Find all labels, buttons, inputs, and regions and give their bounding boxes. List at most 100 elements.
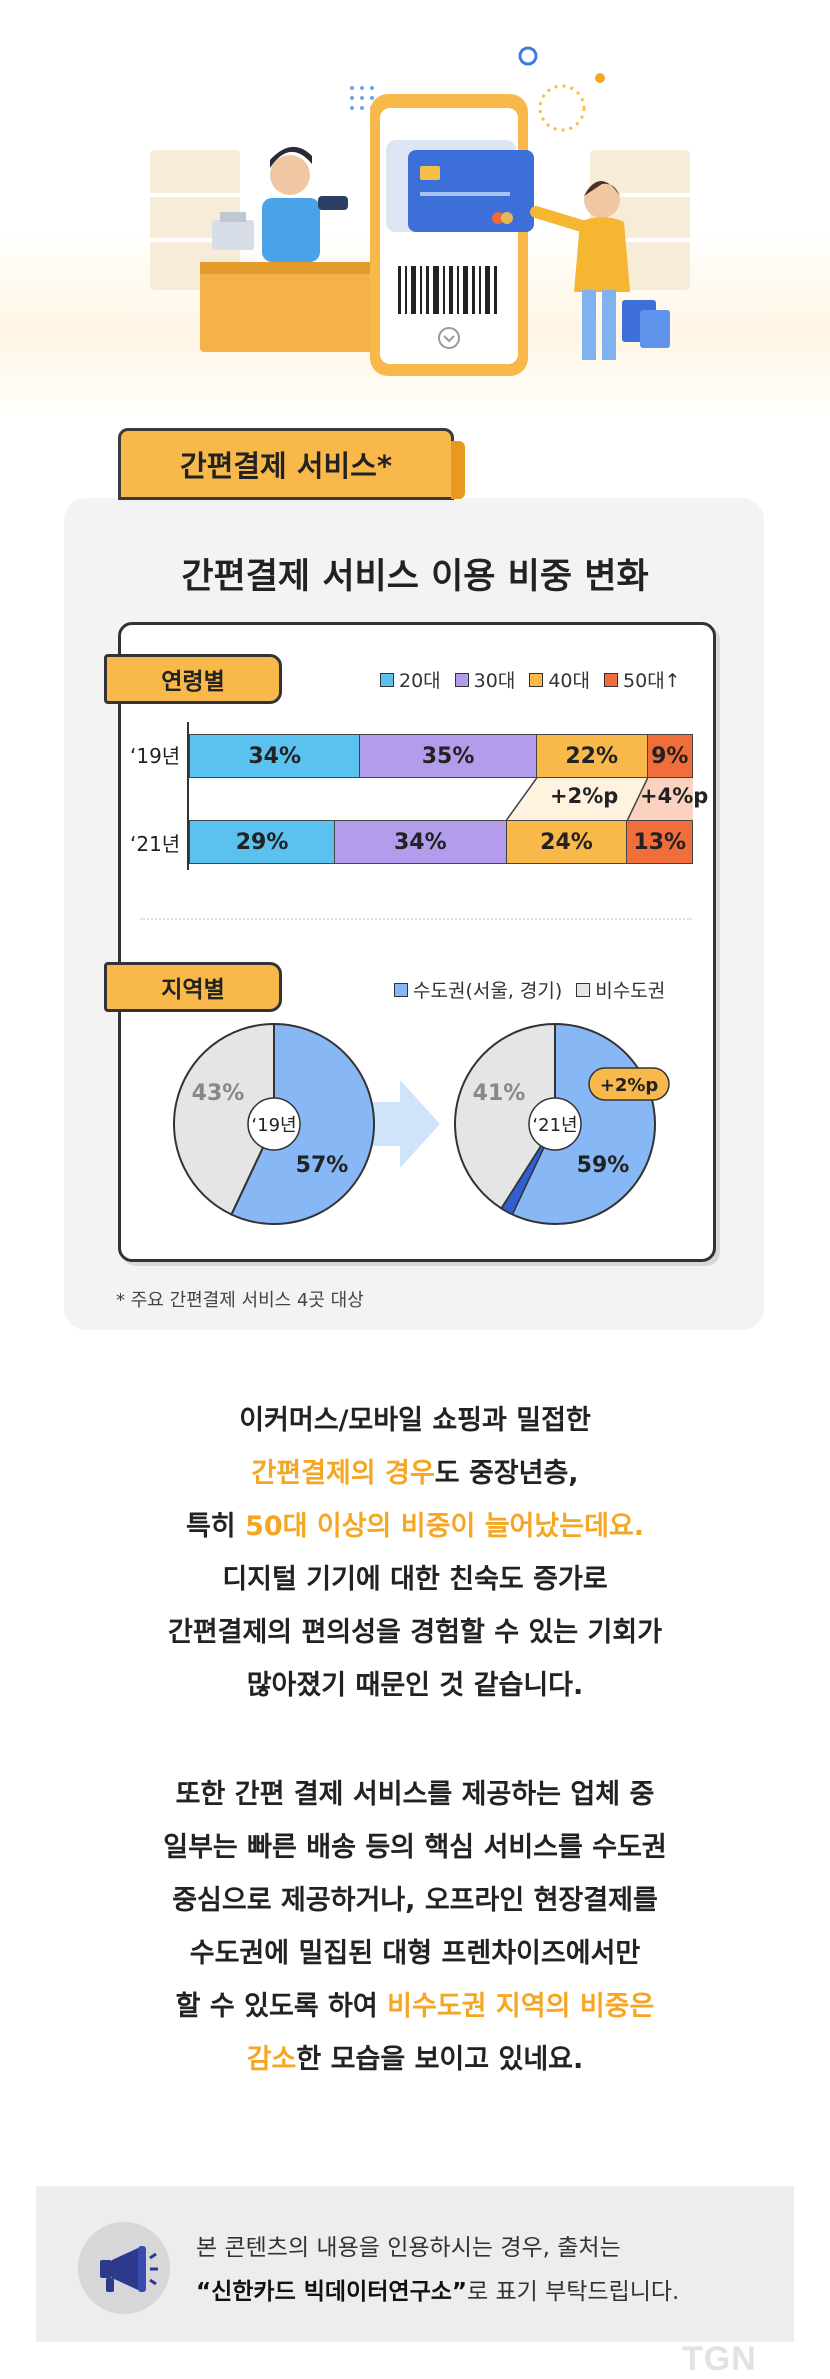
paragraph-line: 간편결제의 편의성을 경험할 수 있는 기회가 (0, 1606, 830, 1659)
citation-line-2: “신한카드 빅데이터연구소”로 표기 부탁드립니다. (196, 2270, 679, 2314)
paragraph-line: 감소한 모습을 보이고 있네요. (0, 2033, 830, 2086)
paragraph-line: 중심으로 제공하거나, 오프라인 현장결제를 (0, 1874, 830, 1927)
age-section-label: 연령별 (104, 654, 282, 704)
body-paragraph-1: 이커머스/모바일 쇼핑과 밀접한 간편결제의 경우도 중장년층, 특히 50대 이상… (0, 1394, 830, 1712)
pie-center-hole (528, 1097, 582, 1151)
paragraph-line: 특히 50대 이상의 비중이 늘어났는데요. (0, 1500, 830, 1553)
bar-year-2021: ‘21년 (130, 832, 181, 856)
legend-item-50s: 50대↑ (604, 666, 681, 693)
bar-value-label: 35% (421, 743, 475, 769)
bar-value-label: 13% (633, 829, 687, 855)
pie-transition-arrow-icon (365, 1080, 440, 1168)
chart-title: 간편결제 서비스 이용 비중 변화 (181, 557, 649, 597)
legend-item-40s: 40대 (529, 666, 590, 693)
body-text: 디지털 기기에 대한 친숙도 증가로 (222, 1564, 608, 1595)
highlighted-text: 50대 이상의 비중이 늘어났는데요. (245, 1511, 645, 1542)
bar-value-label: 34% (248, 743, 302, 769)
citation-line-2-rest: 로 표기 부탁드립니다. (467, 2279, 680, 2305)
footnote: * 주요 간편결제 서비스 4곳 대상 (116, 1290, 364, 1311)
bar-segment-30s: 35% (360, 734, 537, 778)
change-connector-line (505, 777, 538, 821)
pie-slice-metro (230, 1022, 375, 1225)
pie-center-hole (247, 1097, 301, 1151)
body-text: 한 모습을 보이고 있네요. (296, 2044, 584, 2075)
stacked-bar-2019: 34% 35% 22% 9% (189, 734, 693, 778)
bar-value-label: 24% (540, 829, 593, 855)
body-text: 수도권에 밀집된 대형 프렌차이즈에서만 (189, 1938, 641, 1969)
legend-label-40s: 40대 (548, 670, 591, 692)
region-section-label: 지역별 (104, 962, 282, 1012)
section-divider (140, 918, 692, 920)
bar-segment-30s: 34% (335, 820, 507, 864)
bar-value-label: 29% (235, 829, 289, 855)
legend-swatch-50s (604, 672, 619, 687)
pie-year-label: ‘21년 (532, 1115, 577, 1136)
bar-value-label: 34% (394, 829, 447, 855)
citation-source: “신한카드 빅데이터연구소” (196, 2279, 467, 2305)
paragraph-line: 수도권에 밀집된 대형 프렌차이즈에서만 (0, 1927, 830, 1980)
pie-metro-value-label: 57% (296, 1153, 349, 1178)
pie-non-metro-value-label: 41% (473, 1081, 526, 1106)
legend-swatch-non-metro (576, 982, 591, 997)
legend-item-non-metro: 비수도권 (576, 976, 665, 1003)
bar-value-label: 9% (651, 743, 689, 769)
bar-axis (187, 722, 189, 870)
watermark-logo: TGN (682, 2340, 757, 2378)
bar-segment-50s: 13% (627, 820, 693, 864)
megaphone-icon (78, 2222, 170, 2314)
body-text: 특히 (185, 1511, 246, 1542)
paragraph-line: 일부는 빠른 배송 등의 핵심 서비스를 수도권 (0, 1821, 830, 1874)
pie-non-metro-value-label: 43% (192, 1081, 245, 1106)
legend-item-20s: 20대 (380, 666, 441, 693)
legend-swatch-30s (454, 672, 469, 687)
pie-change-label: +2%p (600, 1075, 659, 1096)
paragraph-line: 많아졌기 때문인 것 같습니다. (0, 1659, 830, 1712)
bar-segment-50s: 9% (647, 734, 693, 778)
body-text: 중심으로 제공하거나, 오프라인 현장결제를 (172, 1885, 658, 1916)
legend-swatch-40s (529, 672, 544, 687)
highlighted-text: 간편결제의 경우 (251, 1458, 435, 1489)
legend-label-20s: 20대 (399, 670, 441, 692)
bar-segment-40s: 24% (506, 820, 628, 864)
section-title-tab: 간편결제 서비스* (118, 428, 465, 500)
bar-segment-20s: 34% (189, 734, 361, 778)
citation-line-1: 본 콘텐츠의 내용을 인용하시는 경우, 출처는 (196, 2235, 621, 2261)
legend-item-metro: 수도권(서울, 경기) (394, 976, 562, 1003)
highlighted-text: 비수도권 지역의 비중은 (387, 1991, 655, 2022)
age-legend: 20대 30대 40대 50대↑ (366, 666, 681, 693)
body-text: 일부는 빠른 배송 등의 핵심 서비스를 수도권 (163, 1832, 667, 1863)
change-label-40s: +2%p (550, 784, 619, 808)
bar-segment-20s: 29% (189, 820, 336, 864)
paragraph-line: 간편결제의 경우도 중장년층, (0, 1447, 830, 1500)
change-band-50s (627, 778, 693, 820)
mobile-payment-illustration (150, 46, 690, 376)
pie-metro-value-label: 59% (577, 1153, 630, 1178)
highlighted-text: 감소 (246, 2044, 297, 2075)
legend-label-50s: 50대↑ (623, 670, 681, 692)
legend-label-metro: 수도권(서울, 경기) (413, 980, 563, 1002)
pie-year-label: ‘19년 (251, 1115, 296, 1136)
stacked-bar-2021: 29% 34% 24% 13% (189, 820, 693, 864)
paragraph-line: 할 수 있도록 하여 비수도권 지역의 비중은 (0, 1980, 830, 2033)
body-text: 또한 간편 결제 서비스를 제공하는 업체 중 (175, 1779, 655, 1810)
paragraph-line: 또한 간편 결제 서비스를 제공하는 업체 중 (0, 1768, 830, 1821)
body-text: 많아졌기 때문인 것 같습니다. (246, 1670, 584, 1701)
change-label-50s: +4%p (640, 784, 709, 808)
bar-change-connector (505, 777, 693, 821)
legend-item-30s: 30대 (454, 666, 516, 693)
bar-value-label: 22% (565, 743, 619, 769)
legend-label-30s: 30대 (473, 670, 516, 692)
legend-label-non-metro: 비수도권 (595, 980, 666, 1002)
bar-segment-40s: 22% (536, 734, 648, 778)
paragraph-line: 디지털 기기에 대한 친숙도 증가로 (0, 1553, 830, 1606)
change-connector-line (626, 777, 649, 821)
body-text: 간편결제의 편의성을 경험할 수 있는 기회가 (167, 1617, 663, 1648)
paragraph-line: 이커머스/모바일 쇼핑과 밀접한 (0, 1394, 830, 1447)
hero-illustration (0, 0, 830, 420)
body-text: 도 중장년층, (434, 1458, 579, 1489)
legend-swatch-20s (380, 672, 394, 687)
bar-year-2019: ‘19년 (130, 744, 181, 768)
body-text: 할 수 있도록 하여 (175, 1991, 388, 2022)
